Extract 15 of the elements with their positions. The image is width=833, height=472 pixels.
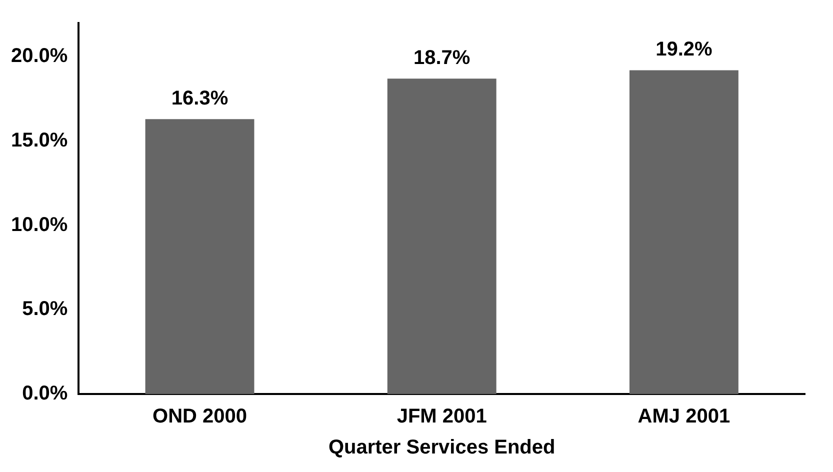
x-tick-label: JFM 2001 xyxy=(396,406,487,428)
bar xyxy=(145,119,254,394)
data-label: 16.3% xyxy=(171,88,228,110)
y-tick-label: 0.0% xyxy=(22,382,68,405)
y-tick-label: 10.0% xyxy=(10,214,68,236)
y-tick-label: 15.0% xyxy=(10,130,68,152)
x-axis-title: Quarter Services Ended xyxy=(328,436,556,459)
bar xyxy=(387,78,496,394)
y-tick-label: 5.0% xyxy=(22,298,68,320)
x-tick-label: AMJ 2001 xyxy=(638,406,730,428)
data-label: 18.7% xyxy=(413,47,470,70)
y-tick-label: 20.0% xyxy=(10,45,68,68)
x-tick-label: OND 2000 xyxy=(152,406,248,428)
data-label: 19.2% xyxy=(656,38,713,61)
bar xyxy=(629,70,738,394)
